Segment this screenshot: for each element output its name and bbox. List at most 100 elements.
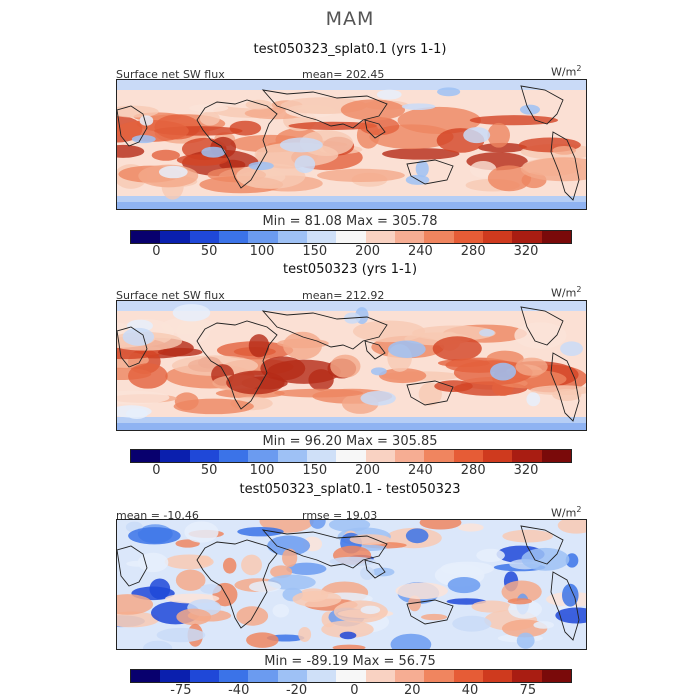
- colorbar-tick-label: 100: [249, 463, 275, 478]
- field-patch: [171, 355, 259, 376]
- colorbar-tick-label: 240: [407, 463, 433, 478]
- field-patch: [440, 561, 494, 576]
- field-patch: [458, 523, 484, 532]
- colorbar-tick-label: 280: [460, 244, 486, 259]
- field-patch: [490, 362, 517, 381]
- colorbar-swatch: [512, 450, 542, 462]
- field-patch: [476, 548, 505, 563]
- field-patch: [117, 611, 160, 628]
- panel1-units: W/m2: [551, 64, 582, 79]
- colorbar-swatch: [248, 670, 278, 682]
- panel2-map: [116, 300, 587, 431]
- colorbar-swatch: [394, 450, 425, 462]
- field-patch: [117, 119, 189, 142]
- field-patch: [309, 520, 326, 529]
- panel1-title: test050323_splat0.1 (yrs 1-1): [253, 42, 447, 57]
- panel1-colorbar-ticks: 0 50 100 150 200 240 280 320: [0, 244, 700, 260]
- colorbar-tick-label: 150: [302, 463, 328, 478]
- field-patch: [419, 520, 462, 530]
- field-patch: [184, 521, 219, 543]
- field-patch: [298, 626, 312, 642]
- colorbar-tick-label: 320: [513, 244, 539, 259]
- panel1-map: [116, 79, 587, 210]
- field-patch: [222, 557, 237, 574]
- colorbar-swatch: [365, 231, 395, 243]
- coastline: [196, 320, 278, 410]
- colorbar-swatch: [512, 231, 542, 243]
- field-patch: [128, 527, 181, 545]
- colorbar-swatch: [218, 450, 249, 462]
- colorbar-swatch: [189, 670, 219, 682]
- panel2-colorbar: [130, 449, 572, 463]
- coastline: [261, 310, 388, 350]
- panel1-map-field: [117, 80, 586, 209]
- panel1-colorbar: [130, 230, 572, 244]
- colorbar-swatch: [394, 670, 425, 682]
- field-patch: [415, 160, 429, 178]
- field-patch: [421, 613, 448, 621]
- coastline: [117, 326, 148, 368]
- colorbar-swatch: [453, 670, 483, 682]
- field-patch: [246, 632, 279, 648]
- field-patch: [376, 89, 402, 100]
- field-patch: [514, 322, 567, 349]
- panel2-map-field: [117, 301, 586, 430]
- colorbar-swatch: [306, 670, 337, 682]
- field-patch: [286, 562, 327, 575]
- field-patch: [382, 148, 460, 160]
- coastline: [520, 306, 564, 346]
- colorbar-swatch: [306, 450, 337, 462]
- field-patch: [471, 600, 512, 613]
- field-patch: [248, 334, 270, 358]
- colorbar-swatch: [482, 670, 513, 682]
- coastline: [261, 529, 388, 569]
- season-title: MAM: [325, 8, 375, 30]
- coastline: [550, 571, 580, 641]
- panel2-variable-label: Surface net SW flux: [116, 289, 225, 302]
- coastline: [196, 539, 278, 629]
- field-patch: [143, 640, 173, 649]
- field-patch: [267, 535, 311, 556]
- field-patch: [447, 577, 481, 594]
- field-patch: [188, 104, 229, 113]
- panel1-variable-label: Surface net SW flux: [116, 68, 225, 81]
- field-patch: [200, 584, 222, 594]
- colorbar-swatch: [218, 231, 249, 243]
- colorbar-tick-label: -40: [228, 683, 250, 698]
- field-patch: [117, 144, 145, 158]
- field-patch: [330, 354, 361, 378]
- field-patch: [401, 103, 436, 110]
- field-patch: [237, 527, 284, 537]
- field-patch: [332, 644, 366, 649]
- colorbar-swatch: [424, 670, 454, 682]
- colorbar-tick-label: 40: [461, 683, 479, 698]
- field-patch: [555, 607, 586, 624]
- coastline: [364, 119, 386, 139]
- colorbar-tick-label: -75: [170, 683, 192, 698]
- field-patch: [164, 554, 214, 570]
- field-patch: [526, 392, 541, 407]
- colorbar-tick-label: 20: [403, 683, 421, 698]
- field-patch: [328, 520, 371, 532]
- field-patch: [137, 552, 169, 573]
- field-patch: [128, 363, 168, 389]
- field-patch: [507, 598, 533, 605]
- colorbar-swatch: [336, 670, 366, 682]
- field-patch: [360, 605, 381, 615]
- colorbar-swatch: [541, 231, 571, 243]
- field-patch: [236, 163, 306, 189]
- colorbar-swatch: [189, 231, 219, 243]
- panel3-colorbar-ticks: -75 -40 -20 0 20 40 75: [0, 683, 700, 699]
- field-patch: [172, 304, 211, 322]
- colorbar-swatch: [131, 231, 161, 243]
- field-patch: [131, 135, 156, 144]
- panel1-mean-label: mean= 202.45: [302, 68, 385, 81]
- field-patch: [117, 594, 154, 615]
- field-patch: [508, 599, 543, 619]
- field-patch: [395, 582, 448, 600]
- field-patch: [533, 621, 555, 629]
- colorbar-tick-label: 200: [355, 463, 381, 478]
- colorbar-tick-label: 280: [460, 463, 486, 478]
- coastline: [117, 105, 148, 147]
- colorbar-swatch: [160, 670, 190, 682]
